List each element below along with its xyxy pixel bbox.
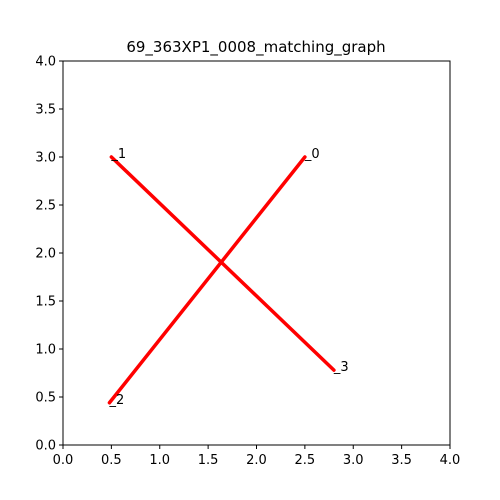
x-axis: 0.0 0.5 1.0 1.5 2.0 2.5 3.0 3.5 4.0 [53, 445, 461, 468]
y-tick-label: 4.0 [35, 55, 56, 70]
matching-edge-1-3 [109, 155, 336, 372]
y-tick-label: 1.0 [35, 343, 56, 358]
edges-layer [107, 155, 336, 405]
chart-title: 69_363XP1_0008_matching_graph [126, 38, 385, 57]
y-tick-label: 3.0 [35, 151, 56, 166]
y-tick-label: 3.5 [35, 103, 56, 118]
y-axis: 0.0 0.5 1.0 1.5 2.0 2.5 3.0 3.5 4.0 [35, 55, 63, 454]
matching-edge-0-2 [107, 155, 307, 405]
x-tick-label: 4.0 [440, 453, 461, 468]
x-tick-label: 0.0 [53, 453, 74, 468]
y-tick-label: 2.5 [35, 199, 56, 214]
x-tick-label: 1.0 [149, 453, 170, 468]
node-label-3: _3 [333, 360, 349, 375]
y-tick-label: 1.5 [35, 295, 56, 310]
x-tick-label: 0.5 [101, 453, 122, 468]
y-tick-label: 0.0 [35, 439, 56, 454]
x-tick-label: 3.0 [343, 453, 364, 468]
node-label-0: _0 [304, 147, 320, 162]
x-tick-label: 2.0 [246, 453, 267, 468]
x-tick-label: 2.5 [295, 453, 316, 468]
y-tick-label: 0.5 [35, 391, 56, 406]
y-tick-label: 2.0 [35, 247, 56, 262]
x-tick-label: 3.5 [391, 453, 412, 468]
node-labels-layer: _0 _1 _2 _3 [108, 147, 348, 408]
node-label-2: _2 [108, 393, 124, 408]
x-tick-label: 1.5 [198, 453, 219, 468]
node-label-1: _1 [110, 147, 126, 162]
